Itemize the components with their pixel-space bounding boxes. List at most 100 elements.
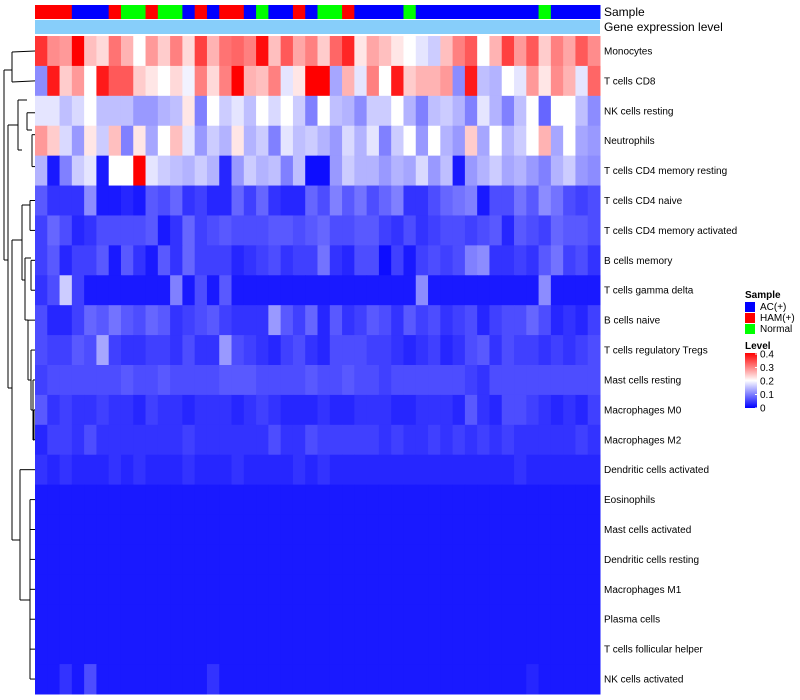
heatmap-cell — [292, 335, 306, 366]
heatmap-cell — [292, 394, 306, 426]
heatmap-cell — [47, 664, 61, 695]
heatmap-cell — [182, 155, 196, 187]
heatmap-cell — [96, 305, 110, 336]
sample-annotation-cell — [342, 5, 355, 19]
legend-group-swatch — [745, 302, 755, 312]
sample-annotation-cell — [120, 5, 134, 19]
heatmap-cell — [182, 394, 196, 426]
heatmap-cell — [219, 394, 233, 426]
heatmap-cell — [256, 574, 269, 605]
heatmap-cell — [526, 454, 540, 486]
heatmap-cell — [489, 305, 503, 336]
heatmap-cell — [440, 424, 454, 456]
legend-level-gradient — [745, 353, 757, 408]
heatmap-cell — [96, 65, 110, 97]
heatmap-cell — [219, 484, 233, 516]
heatmap-cell — [403, 125, 417, 157]
heatmap-cell — [477, 544, 490, 575]
heatmap-cell — [305, 335, 318, 366]
heatmap-cell — [563, 514, 576, 545]
sample-annotation-cell — [428, 5, 441, 19]
heatmap-cell — [489, 36, 503, 67]
heatmap-cell — [489, 275, 503, 306]
heatmap-cell — [342, 484, 355, 516]
heatmap-cell — [452, 484, 466, 516]
heatmap-cell — [84, 634, 97, 665]
heatmap-cell — [317, 634, 331, 665]
heatmap-cell — [59, 65, 73, 97]
heatmap-cell — [428, 424, 441, 456]
heatmap-cell — [305, 36, 318, 67]
heatmap-cell — [354, 394, 368, 426]
heatmap-cell — [145, 634, 159, 665]
heatmap-cell — [305, 454, 318, 486]
heatmap-cell — [329, 394, 343, 426]
heatmap-cell — [575, 574, 589, 605]
heatmap-cell — [329, 365, 343, 396]
heatmap-cell — [182, 65, 196, 97]
heatmap-cell — [403, 454, 417, 486]
heatmap-cell — [538, 245, 552, 276]
heatmap-cell — [391, 365, 404, 396]
heatmap-cell — [157, 484, 171, 516]
heatmap-cell — [489, 634, 503, 665]
heatmap-cell — [108, 305, 122, 336]
heatmap-cell — [440, 604, 454, 635]
heatmap-cell — [206, 125, 220, 157]
heatmap-cell — [47, 574, 61, 605]
heatmap-cell — [280, 424, 294, 456]
heatmap-cell — [108, 484, 122, 516]
heatmap-cell — [206, 514, 220, 545]
heatmap-cell — [342, 215, 355, 246]
heatmap-cell — [575, 36, 589, 67]
sample-annotation-cell — [587, 5, 601, 19]
sample-annotation-cell — [182, 5, 196, 19]
heatmap-cell — [366, 185, 380, 216]
heatmap-cell — [47, 394, 61, 426]
heatmap-cell — [219, 604, 233, 635]
heatmap-cell — [464, 215, 478, 246]
heatmap-cell — [514, 484, 527, 516]
heatmap-cell — [550, 664, 564, 695]
heatmap-cell — [145, 394, 159, 426]
heatmap-cell — [292, 664, 306, 695]
heatmap-cell — [120, 544, 134, 575]
heatmap-cell — [47, 95, 61, 127]
heatmap-cell — [501, 65, 515, 97]
heatmap-cell — [206, 365, 220, 396]
heatmap-cell — [538, 365, 552, 396]
heatmap-cell — [403, 245, 417, 276]
heatmap-cell — [206, 664, 220, 695]
heatmap-cell — [280, 365, 294, 396]
heatmap-cell — [120, 634, 134, 665]
heatmap-cell — [170, 335, 183, 366]
heatmap-cell — [182, 454, 196, 486]
heatmap-cell — [280, 634, 294, 665]
sample-annotation-cell — [501, 5, 515, 19]
heatmap-cell — [292, 36, 306, 67]
heatmap-cell — [452, 215, 466, 246]
heatmap-cell — [329, 335, 343, 366]
heatmap-cell — [317, 305, 331, 336]
heatmap-cell — [256, 634, 269, 665]
heatmap-cell — [133, 335, 147, 366]
heatmap-cell — [170, 604, 183, 635]
heatmap-cell — [108, 125, 122, 157]
heatmap-cell — [231, 95, 245, 127]
heatmap-cell — [428, 365, 441, 396]
heatmap-cell — [575, 125, 589, 157]
heatmap-cell — [194, 215, 208, 246]
heatmap-cell — [268, 484, 282, 516]
sample-annotation-cell — [526, 5, 540, 19]
heatmap-cell — [452, 544, 466, 575]
heatmap-cell — [342, 155, 355, 187]
heatmap-cell — [231, 574, 245, 605]
legend-sample-groups: AC(+)HAM(+)Normal — [745, 302, 795, 335]
heatmap-cell — [268, 185, 282, 216]
heatmap-cell — [268, 155, 282, 187]
heatmap-cell — [108, 544, 122, 575]
heatmap-cell — [47, 544, 61, 575]
heatmap-cell — [108, 634, 122, 665]
heatmap-cell — [47, 604, 61, 635]
heatmap-cell — [489, 424, 503, 456]
